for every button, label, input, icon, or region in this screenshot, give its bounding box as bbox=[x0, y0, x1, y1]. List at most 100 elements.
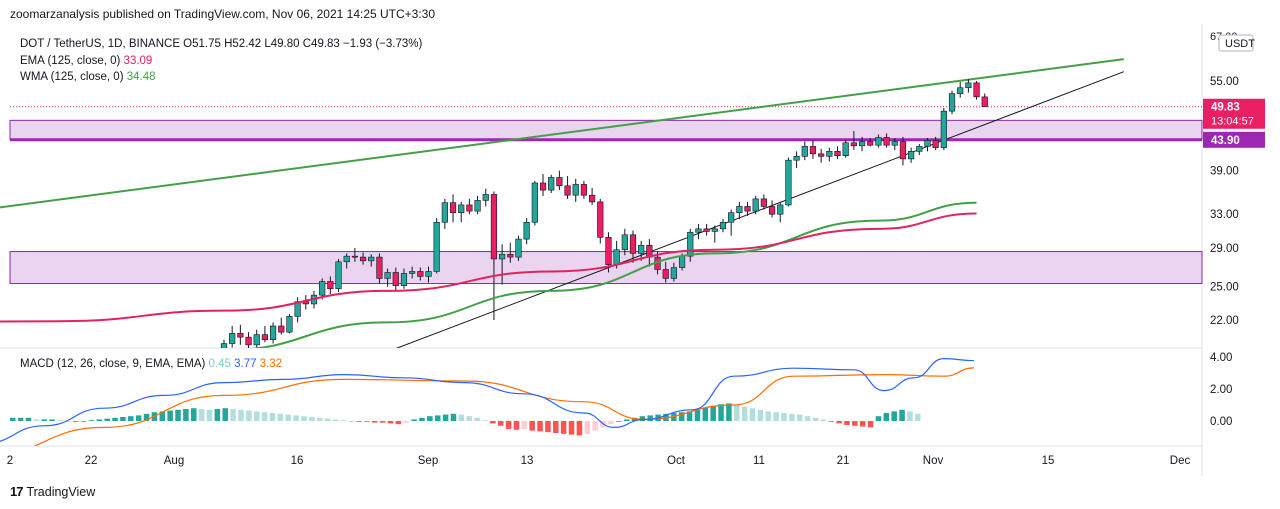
candle-body bbox=[752, 198, 759, 212]
candle-body bbox=[711, 228, 718, 232]
macd-value: 0.45 bbox=[209, 358, 235, 370]
candle-body bbox=[269, 325, 277, 340]
candle-body bbox=[335, 261, 342, 290]
price-zone bbox=[9, 119, 1203, 141]
trend-lines bbox=[0, 58, 1124, 348]
price-axis-tick: 25.00 bbox=[1210, 282, 1239, 294]
macd-histogram-bar bbox=[120, 417, 126, 421]
candle-body bbox=[891, 141, 898, 146]
candle-body bbox=[507, 254, 514, 258]
macd-histogram-bar bbox=[356, 421, 362, 422]
macd-histogram-bar bbox=[222, 408, 228, 421]
time-axis-tick: Sep bbox=[418, 455, 438, 467]
legend: DOT / TetherUS, 1D, BINANCE O51.75 H52.4… bbox=[20, 38, 422, 370]
candle-body bbox=[237, 333, 244, 338]
candle-body bbox=[670, 267, 677, 279]
upper-trend-line bbox=[0, 58, 1124, 209]
macd-histogram-bar bbox=[529, 421, 535, 431]
macd-histogram-bar bbox=[560, 421, 567, 434]
price-axis-tick: 55.00 bbox=[1210, 76, 1239, 88]
macd-histogram-bar bbox=[844, 421, 850, 425]
time-axis-tick: Oct bbox=[667, 455, 686, 467]
candle-body bbox=[556, 177, 563, 187]
time-axis-tick: Aug bbox=[164, 455, 184, 467]
macd-histogram-bar bbox=[749, 408, 756, 421]
macd-pane bbox=[0, 357, 975, 446]
macd-histogram-bar bbox=[419, 417, 425, 421]
brand-name: TradingView bbox=[26, 484, 96, 499]
macd-histogram-bar bbox=[293, 415, 299, 421]
candle-body bbox=[327, 281, 334, 290]
macd-histogram-bar bbox=[72, 421, 79, 422]
candle-body bbox=[638, 244, 645, 254]
macd-histogram-bar bbox=[379, 421, 386, 423]
moving-averages bbox=[0, 201, 977, 348]
macd-histogram-bar bbox=[686, 411, 693, 421]
candle-body bbox=[801, 146, 808, 157]
axes: 55.0039.0033.0029.0025.0022.0067.00USDT4… bbox=[7, 31, 1265, 467]
macd-histogram-bar bbox=[340, 420, 347, 421]
candle-body bbox=[400, 273, 408, 286]
macd-histogram-bar bbox=[458, 414, 465, 421]
macd-histogram-bar bbox=[773, 412, 779, 421]
symbol-line: DOT / TetherUS, 1D, BINANCE O51.75 H52.4… bbox=[20, 38, 422, 50]
macd-histogram-bar bbox=[812, 417, 819, 421]
macd-histogram-bar bbox=[269, 413, 276, 421]
candle-body bbox=[359, 256, 367, 262]
candle-body bbox=[523, 221, 530, 240]
candle-body bbox=[768, 206, 776, 215]
macd-histogram-bar bbox=[309, 417, 315, 421]
macd-histogram-bar bbox=[875, 416, 882, 421]
macd-histogram-bar bbox=[781, 413, 787, 421]
macd-histogram-bar bbox=[143, 413, 150, 421]
candle-body bbox=[834, 151, 841, 157]
candle-body bbox=[719, 221, 727, 230]
macd-histogram-bar bbox=[387, 421, 394, 424]
price-axis-tick: 22.00 bbox=[1210, 315, 1239, 327]
macd-histogram-bar bbox=[859, 421, 866, 427]
macd-histogram-bar bbox=[891, 411, 897, 421]
candle-body bbox=[229, 333, 236, 344]
macd-histogram-bar bbox=[726, 403, 732, 421]
macd-histogram-bar bbox=[545, 421, 551, 433]
candle-body bbox=[220, 343, 228, 348]
macd-histogram-bar bbox=[10, 417, 16, 421]
candle-body bbox=[867, 141, 874, 146]
candle-body bbox=[948, 93, 956, 112]
macd-histogram-bar bbox=[403, 421, 409, 423]
candle-body bbox=[695, 228, 702, 233]
macd-histogram-bar bbox=[710, 405, 716, 421]
macd-value: 3.32 bbox=[260, 358, 282, 370]
macd-axis-tick: 2.00 bbox=[1210, 384, 1232, 396]
support-level-value: 43.90 bbox=[1211, 135, 1240, 147]
tradingview-logo[interactable]: 17 TradingView bbox=[10, 484, 95, 499]
candle-body bbox=[253, 334, 260, 346]
candle-body bbox=[572, 184, 579, 196]
candle-body bbox=[466, 204, 473, 212]
candle-body bbox=[474, 200, 481, 212]
macd-histogram-bar bbox=[474, 417, 480, 421]
candle-body bbox=[662, 269, 669, 279]
candle-body bbox=[736, 206, 743, 213]
candle-body bbox=[458, 204, 465, 213]
candle-body bbox=[417, 271, 424, 277]
price-axis-tick: 33.00 bbox=[1210, 209, 1239, 221]
candle-body bbox=[809, 146, 817, 155]
candle-body bbox=[548, 177, 555, 191]
macd-histogram-bar bbox=[694, 409, 701, 421]
macd-histogram-bar bbox=[639, 416, 646, 421]
candle-body bbox=[482, 194, 489, 201]
supply-demand-zones bbox=[0, 24, 1203, 476]
macd-histogram-bar bbox=[466, 416, 472, 421]
macd-histogram-bar bbox=[332, 419, 339, 421]
macd-histogram-bar bbox=[592, 421, 598, 431]
macd-histogram-bar bbox=[301, 416, 307, 421]
macd-histogram-bar bbox=[277, 413, 284, 421]
macd-histogram-bar bbox=[285, 414, 291, 421]
candle-body bbox=[319, 281, 326, 296]
currency-button bbox=[1218, 34, 1254, 52]
candle-body bbox=[924, 140, 931, 147]
price-axis-tick: 39.00 bbox=[1210, 166, 1239, 178]
macd-histogram-bar bbox=[490, 421, 496, 424]
chart-area[interactable]: 55.0039.0033.0029.0025.0022.0067.00USDT4… bbox=[0, 24, 1280, 476]
